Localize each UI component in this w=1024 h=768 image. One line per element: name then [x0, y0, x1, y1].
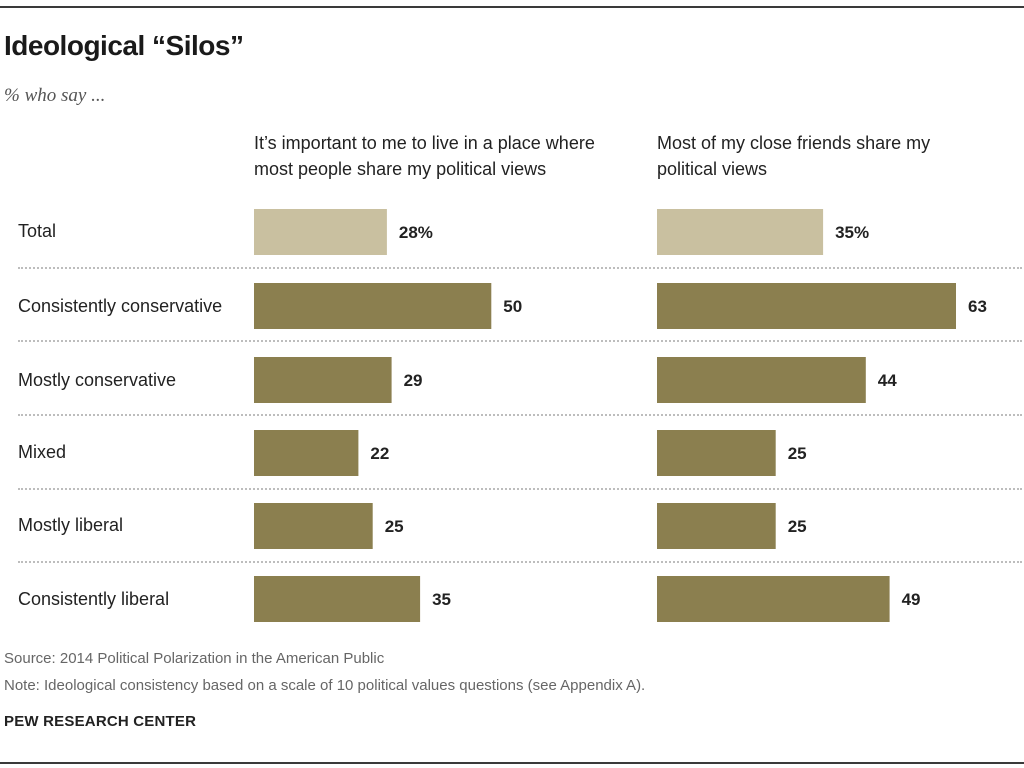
column-header-line: Most of my close friends share my: [657, 133, 931, 153]
chart-title: Ideological “Silos”: [4, 30, 244, 61]
value-label-s1-mostly-conservative: 29: [404, 371, 423, 390]
row-divider: [18, 414, 1022, 416]
row-label-consistently-conservative: Consistently conservative: [18, 296, 223, 316]
value-label-s2-mostly-liberal: 25: [788, 517, 807, 536]
column-header-close-friends: Most of my close friends share my politi…: [657, 130, 957, 182]
brand-label: PEW RESEARCH CENTER: [4, 713, 197, 730]
value-label-s2-consistently-liberal: 49: [902, 590, 921, 609]
bar-s1-consistently-liberal: [254, 576, 421, 622]
row-divider: [18, 267, 1022, 269]
value-label-s1-consistently-liberal: 35: [432, 590, 451, 609]
bar-s1-mostly-conservative: [254, 357, 392, 403]
row-label-consistently-liberal: Consistently liberal: [18, 589, 170, 609]
bar-s2-mostly-conservative: [657, 357, 866, 403]
source-note: Source: 2014 Political Polarization in t…: [4, 650, 385, 667]
column-header-line: political views: [657, 159, 768, 179]
bar-s1-consistently-conservative: [254, 283, 492, 329]
bar-s2-consistently-conservative: [657, 283, 956, 329]
chart-subtitle: % who say ...: [4, 85, 106, 106]
row-label-mostly-conservative: Mostly conservative: [18, 370, 177, 390]
row-label-mixed: Mixed: [18, 442, 67, 462]
bar-s2-mostly-liberal: [657, 503, 776, 549]
value-label-s2-mostly-conservative: 44: [878, 371, 897, 390]
value-label-s2-consistently-conservative: 63: [968, 297, 987, 316]
bar-s2-consistently-liberal: [657, 576, 890, 622]
bar-s2-total: [657, 209, 824, 255]
row-label-mostly-liberal: Mostly liberal: [18, 515, 124, 535]
column-header-line: most people share my political views: [254, 159, 547, 179]
row-label-total: Total: [18, 221, 57, 241]
row-divider: [18, 340, 1022, 342]
bar-s1-mostly-liberal: [254, 503, 373, 549]
bottom-rule: [0, 762, 1024, 764]
column-header-live-in-place: It’s important to me to live in a place …: [254, 130, 624, 182]
bar-s2-mixed: [657, 430, 776, 476]
value-label-s1-total: 28%: [399, 223, 433, 242]
methodology-note: Note: Ideological consistency based on a…: [4, 677, 646, 694]
value-label-s1-mixed: 22: [370, 444, 389, 463]
value-label-s1-consistently-conservative: 50: [503, 297, 522, 316]
top-rule: [0, 6, 1024, 8]
bar-s1-total: [254, 209, 387, 255]
value-label-s1-mostly-liberal: 25: [385, 517, 404, 536]
value-label-s2-mixed: 25: [788, 444, 807, 463]
value-label-s2-total: 35%: [835, 223, 869, 242]
row-divider: [18, 488, 1022, 490]
bar-s1-mixed: [254, 430, 359, 476]
column-header-line: It’s important to me to live in a place …: [254, 133, 595, 153]
row-divider: [18, 561, 1022, 563]
